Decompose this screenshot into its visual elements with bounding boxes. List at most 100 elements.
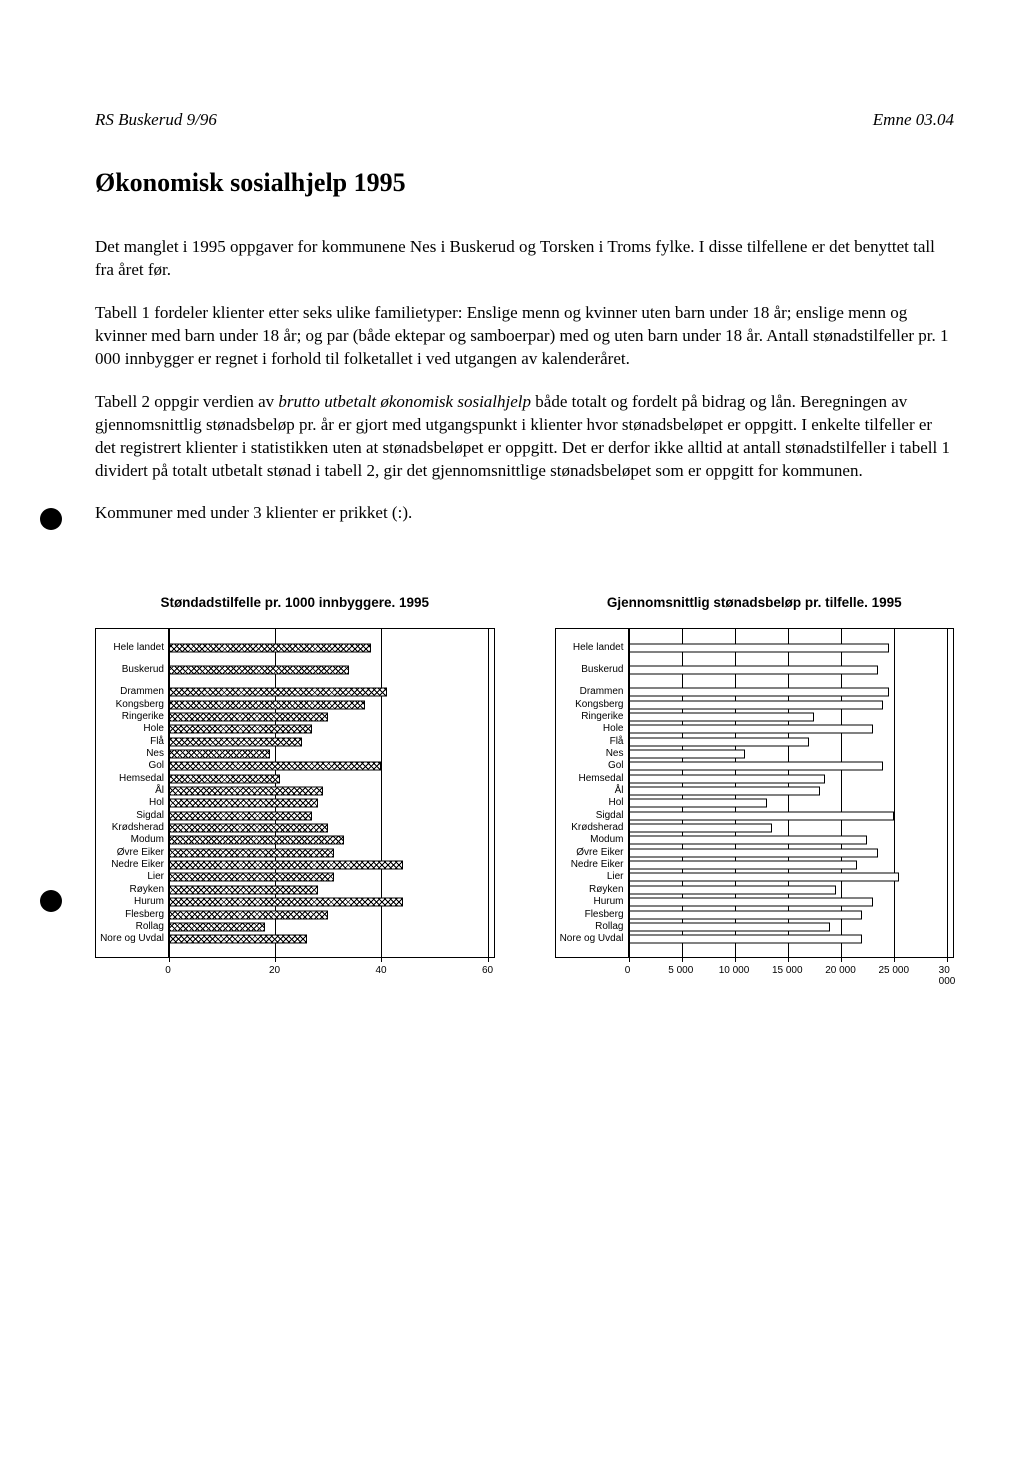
chart-y-label: Kongsberg [575, 700, 623, 710]
chart-y-label: Flesberg [125, 910, 164, 920]
chart-y-label: Flesberg [585, 910, 624, 920]
paragraph-2: Tabell 1 fordeler klienter etter seks ul… [95, 302, 954, 371]
page-title: Økonomisk sosialhjelp 1995 [95, 168, 954, 198]
chart-bar [169, 861, 403, 870]
chart-1: Støndadstilfelle pr. 1000 innbyggere. 19… [95, 595, 495, 980]
chart-y-label: Modum [590, 835, 623, 845]
chart-y-label: Hele landet [113, 643, 164, 653]
chart-x-label: 0 [625, 965, 631, 976]
chart-gridline [947, 629, 948, 957]
chart-bar [629, 799, 767, 808]
chart-1-box: Hele landetBuskerudDrammenKongsbergRinge… [95, 628, 495, 958]
chart-x-label: 20 000 [825, 965, 856, 976]
chart-bar [629, 836, 868, 845]
chart-bar [169, 811, 312, 820]
chart-bar [629, 861, 857, 870]
chart-bar [169, 885, 318, 894]
chart-bar [169, 799, 318, 808]
chart-bar [169, 898, 403, 907]
chart-bar [169, 848, 334, 857]
chart-bar [629, 898, 873, 907]
chart-bar [169, 935, 307, 944]
chart-gridline [381, 629, 382, 957]
chart-bar [169, 712, 328, 721]
chart-y-label: Hurum [593, 897, 623, 907]
chart-y-label: Hole [143, 724, 164, 734]
chart-bar [629, 811, 894, 820]
chart-tick [841, 957, 842, 962]
chart-y-label: Flå [150, 737, 164, 747]
chart-2-title: Gjennomsnittlig stønadsbeløp pr. tilfell… [555, 595, 955, 610]
chart-y-label: Ringerike [581, 712, 623, 722]
chart-y-labels: Hele landetBuskerudDrammenKongsbergRinge… [96, 629, 168, 957]
chart-x-label: 20 [269, 965, 280, 976]
chart-y-label: Hemsedal [578, 774, 623, 784]
chart-bar [169, 688, 387, 697]
chart-y-label: Lier [147, 872, 164, 882]
chart-bar [629, 935, 863, 944]
chart-y-label: Buskerud [581, 665, 623, 675]
chart-bar [629, 700, 884, 709]
margin-dot-icon [40, 508, 62, 530]
paragraph-1: Det manglet i 1995 oppgaver for kommunen… [95, 236, 954, 282]
chart-gridline [894, 629, 895, 957]
chart-bar [169, 737, 302, 746]
chart-bar [629, 885, 836, 894]
chart-y-label: Ål [615, 786, 624, 796]
chart-x-label: 5 000 [668, 965, 693, 976]
chart-y-label: Ål [155, 786, 164, 796]
chart-bar [169, 836, 344, 845]
chart-bar [629, 762, 884, 771]
header-left: RS Buskerud 9/96 [95, 110, 217, 130]
chart-tick [682, 957, 683, 962]
chart-y-label: Sigdal [596, 811, 624, 821]
chart-bar [629, 737, 809, 746]
paragraph-3a: Tabell 2 oppgir verdien av [95, 392, 278, 411]
chart-bar [169, 873, 334, 882]
chart-y-label: Ringerike [122, 712, 164, 722]
chart-bar [169, 824, 328, 833]
chart-1-title: Støndadstilfelle pr. 1000 innbyggere. 19… [95, 595, 495, 610]
chart-y-label: Hole [603, 724, 624, 734]
chart-plot-area [628, 629, 948, 957]
chart-y-label: Hele landet [573, 643, 624, 653]
chart-tick [488, 957, 489, 962]
chart-y-label: Krødsherad [112, 823, 164, 833]
chart-y-label: Gol [148, 761, 164, 771]
chart-y-label: Røyken [589, 885, 623, 895]
chart-bar [169, 774, 280, 783]
chart-bar [629, 643, 889, 652]
chart-x-axis: 0204060 [168, 965, 488, 979]
chart-tick [788, 957, 789, 962]
paragraph-3: Tabell 2 oppgir verdien av brutto utbeta… [95, 391, 954, 483]
chart-y-label: Lier [607, 872, 624, 882]
chart-2-box: Hele landet Buskerud Drammen Kongsberg Ringe… [555, 628, 955, 958]
chart-y-label: Flå [610, 737, 624, 747]
chart-y-label: Drammen [580, 687, 624, 697]
chart-bar [629, 688, 889, 697]
chart-bar [629, 725, 873, 734]
charts-row: Støndadstilfelle pr. 1000 innbyggere. 19… [95, 595, 954, 980]
header-right: Emne 03.04 [873, 110, 954, 130]
chart-x-label: 0 [165, 965, 171, 976]
chart-bar [169, 643, 371, 652]
chart-bar [169, 665, 349, 674]
paragraph-4: Kommuner med under 3 klienter er prikket… [95, 502, 954, 525]
chart-y-label: Nedre Eiker [571, 860, 624, 870]
chart-tick [169, 957, 170, 962]
chart-plot-area [168, 629, 488, 957]
chart-y-label: Nore og Uvdal [560, 934, 624, 944]
chart-y-label: Krødsherad [571, 823, 623, 833]
chart-y-label: Nes [146, 749, 164, 759]
chart-bar [629, 848, 878, 857]
chart-bar [629, 910, 863, 919]
chart-y-label: Drammen [120, 687, 164, 697]
chart-bar [169, 787, 323, 796]
chart-x-label: 30 000 [939, 965, 956, 987]
chart-bar [169, 749, 270, 758]
chart-y-label: Nes [606, 749, 624, 759]
chart-x-label: 25 000 [878, 965, 909, 976]
chart-y-label: Sigdal [136, 811, 164, 821]
chart-y-label: Hol [608, 798, 623, 808]
chart-bar [629, 749, 746, 758]
